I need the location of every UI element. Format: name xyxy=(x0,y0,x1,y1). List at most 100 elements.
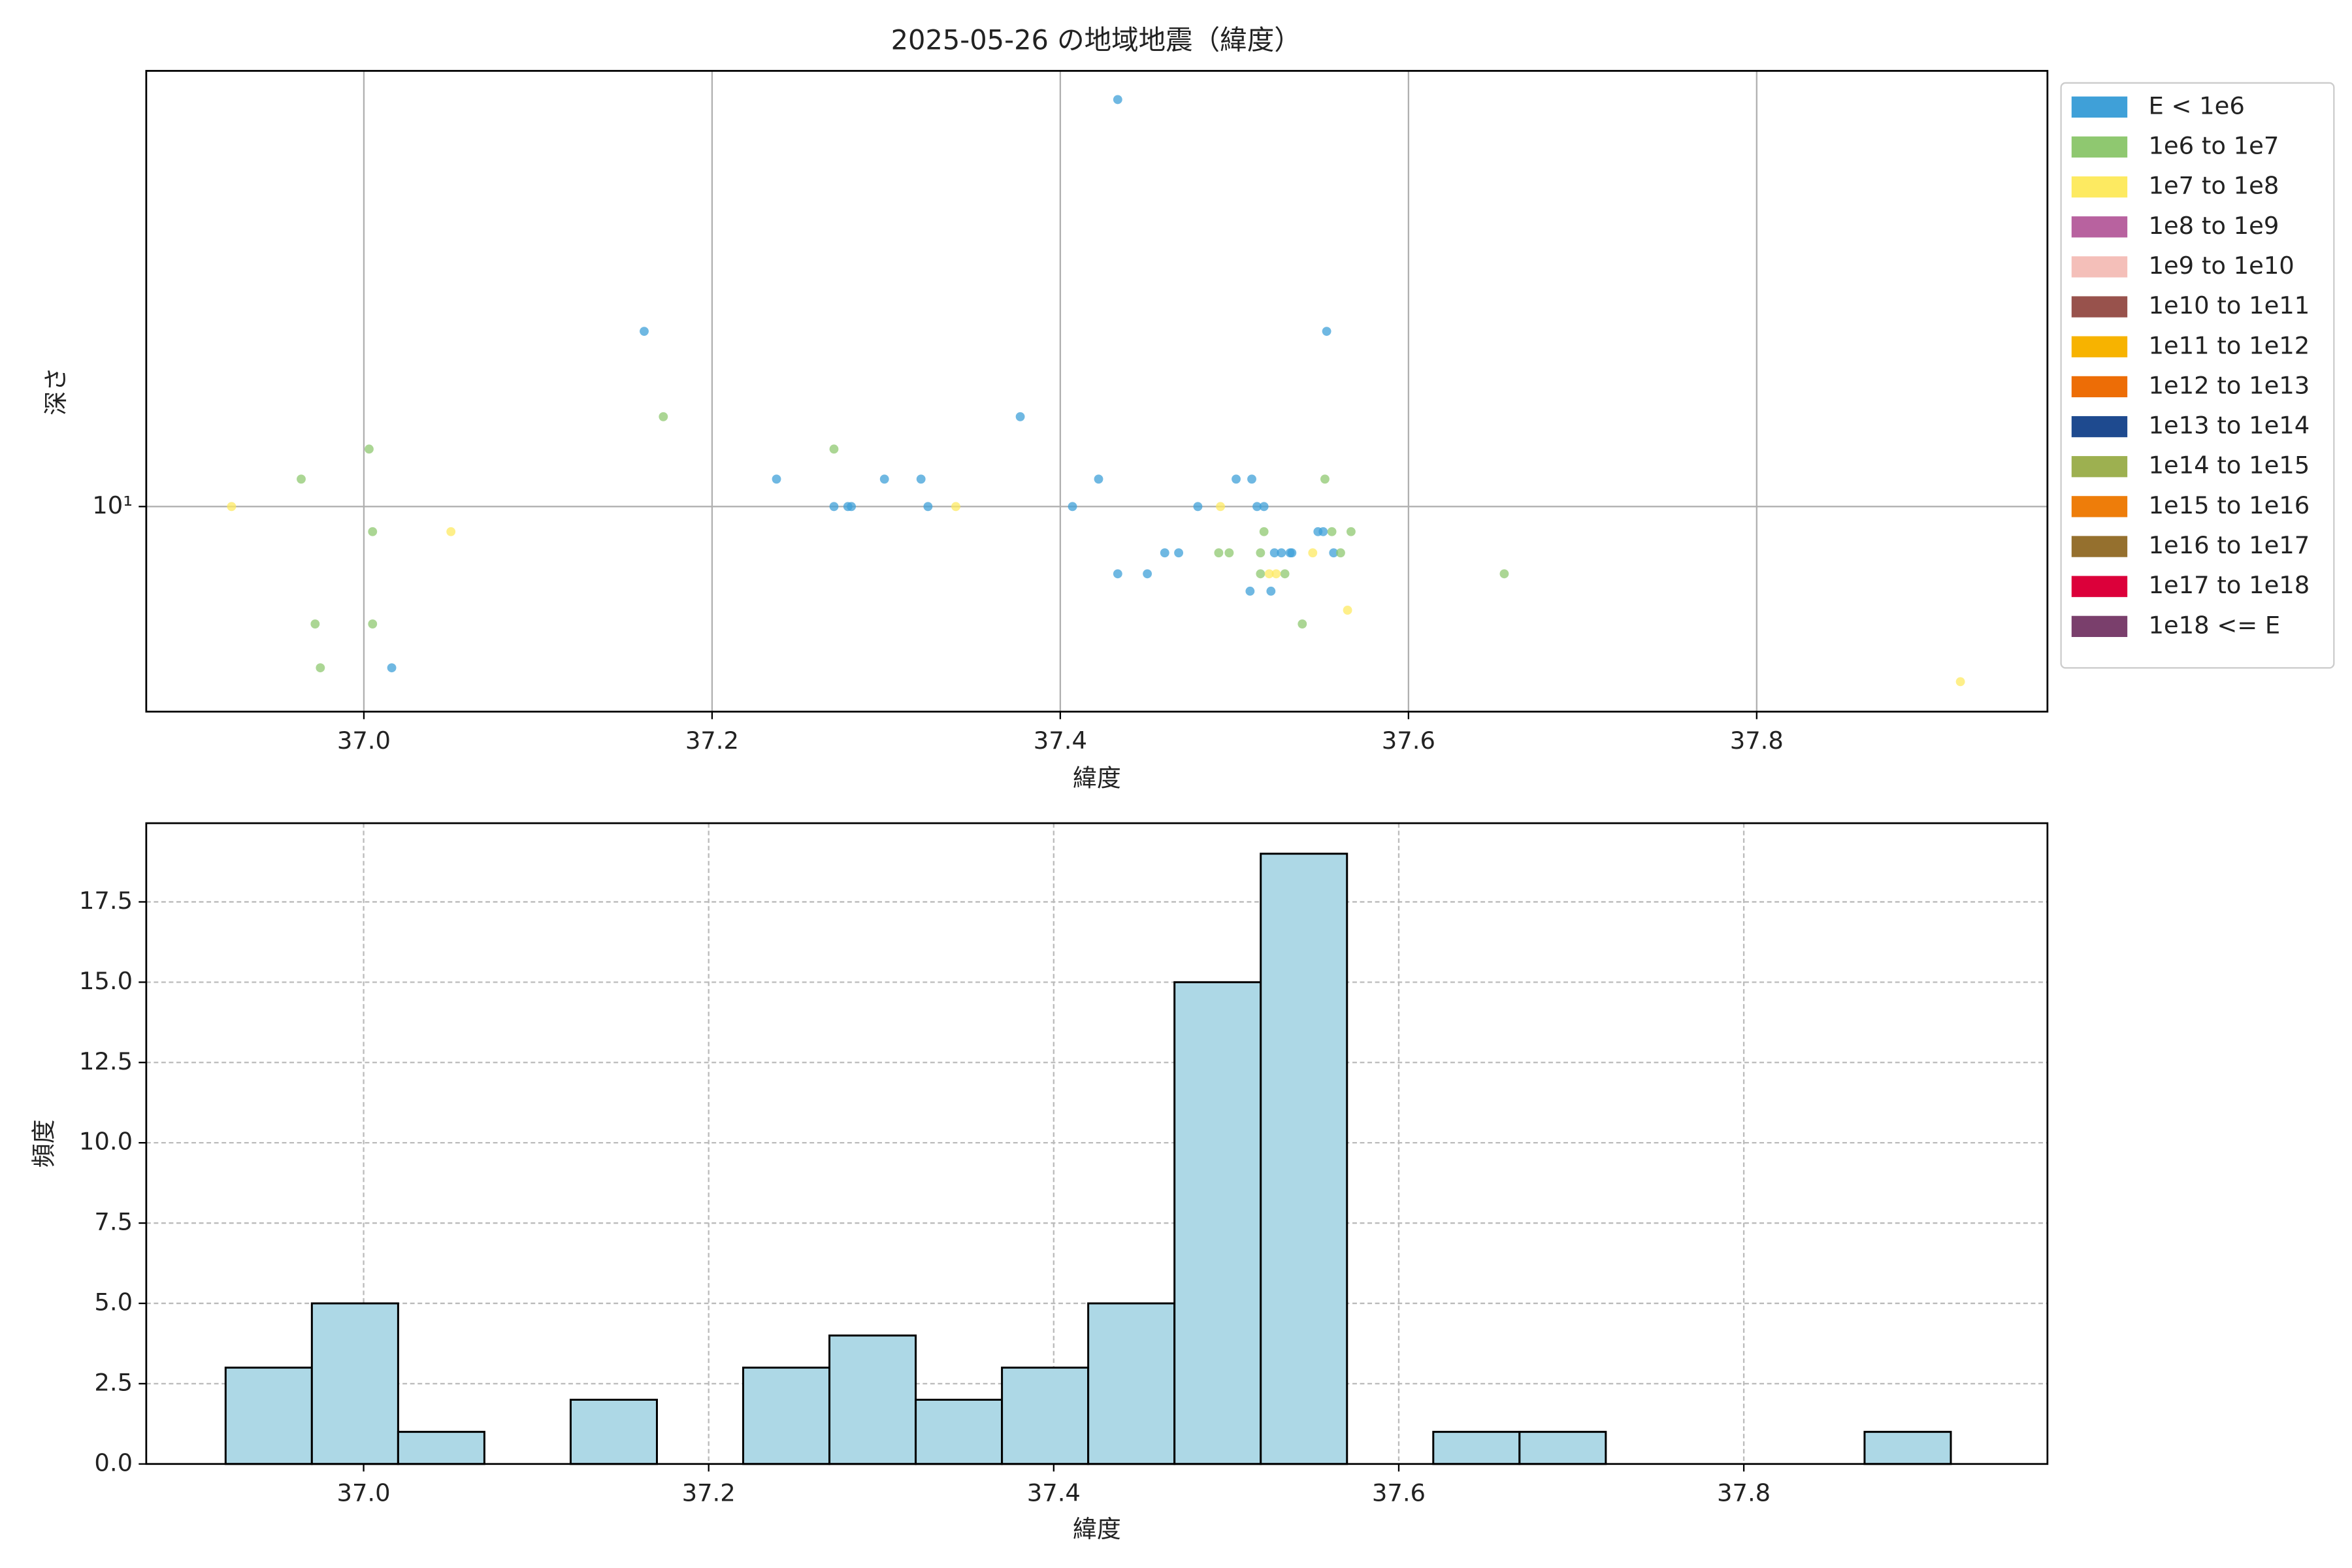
legend-swatch xyxy=(2071,136,2128,158)
histogram-bar xyxy=(397,1431,485,1465)
histogram-bar xyxy=(310,1302,399,1465)
scatter-point xyxy=(829,502,839,512)
x-tick-label: 37.6 xyxy=(1372,1478,1426,1507)
y-tick-label: 7.5 xyxy=(94,1208,133,1236)
scatter-point xyxy=(368,619,378,629)
legend-label: 1e12 to 1e13 xyxy=(2148,371,2310,399)
scatter-point xyxy=(923,502,933,512)
y-tick-label: 15.0 xyxy=(79,967,133,995)
legend-swatch xyxy=(2071,176,2128,198)
plot-frame xyxy=(145,822,2049,1465)
scatter-point xyxy=(316,663,325,673)
y-tick-label: 2.5 xyxy=(94,1368,133,1396)
y-axis-label: 頻度 xyxy=(30,1119,58,1168)
scatter-point xyxy=(1264,569,1274,579)
legend-label: 1e15 to 1e16 xyxy=(2148,491,2310,519)
scatter-point xyxy=(297,474,306,484)
scatter-point xyxy=(1308,548,1318,558)
histogram-bar xyxy=(1001,1366,1090,1465)
y-axis-label: 深さ xyxy=(42,367,70,416)
y-tick-label: 10.0 xyxy=(79,1128,133,1156)
legend-swatch xyxy=(2071,416,2128,438)
scatter-point xyxy=(1224,548,1234,558)
scatter-point xyxy=(1216,502,1225,512)
scatter-point xyxy=(1499,569,1509,579)
scatter-point xyxy=(446,527,456,536)
histogram-bar xyxy=(224,1366,313,1465)
legend-label: 1e14 to 1e15 xyxy=(2148,451,2310,480)
scatter-point xyxy=(640,327,649,336)
scatter-point xyxy=(1259,527,1269,536)
legend-label: 1e8 to 1e9 xyxy=(2148,212,2279,240)
legend-label: 1e7 to 1e8 xyxy=(2148,172,2279,200)
scatter-point xyxy=(1094,474,1103,484)
scatter-point xyxy=(916,474,926,484)
legend-label: 1e18 <= E xyxy=(2148,611,2280,639)
y-tick-label: 12.5 xyxy=(79,1047,133,1075)
x-tick-label: 37.0 xyxy=(336,1478,390,1507)
scatter-point xyxy=(365,444,374,454)
legend-label: 1e16 to 1e17 xyxy=(2148,531,2310,559)
scatter-point xyxy=(1269,548,1279,558)
scatter-point xyxy=(1280,569,1290,579)
scatter-point xyxy=(227,502,237,512)
legend-label: 1e6 to 1e7 xyxy=(2148,132,2279,160)
legend-swatch xyxy=(2071,96,2128,118)
scatter-point xyxy=(1113,95,1122,105)
y-tick-label: 10¹ xyxy=(92,491,133,519)
legend-swatch xyxy=(2071,256,2128,278)
histogram-bar xyxy=(1518,1431,1607,1465)
legend-swatch xyxy=(2071,296,2128,318)
scatter-point xyxy=(1322,327,1331,336)
x-axis-label: 緯度 xyxy=(1073,1515,1121,1543)
scatter-point xyxy=(1113,569,1122,579)
scatter-point xyxy=(1256,548,1266,558)
scatter-point xyxy=(1245,586,1255,596)
legend-swatch xyxy=(2071,216,2128,238)
scatter-point xyxy=(1068,502,1077,512)
scatter-point xyxy=(951,502,960,512)
legend-swatch xyxy=(2071,536,2128,557)
histogram-bar xyxy=(742,1366,831,1465)
x-tick-label: 37.8 xyxy=(1730,727,1784,755)
histogram-bar xyxy=(569,1398,658,1465)
legend-swatch xyxy=(2071,456,2128,478)
scatter-point xyxy=(1287,548,1297,558)
histogram-bar xyxy=(828,1334,917,1465)
scatter-point xyxy=(1266,586,1276,596)
scatter-point xyxy=(1336,548,1345,558)
legend-label: 1e17 to 1e18 xyxy=(2148,571,2310,599)
scatter-point xyxy=(1329,548,1339,558)
x-tick-label: 37.4 xyxy=(1027,1478,1081,1507)
legend-swatch xyxy=(2071,576,2128,597)
plot-frame xyxy=(145,70,2049,713)
scatter-point xyxy=(1259,502,1269,512)
scatter-point xyxy=(1232,474,1241,484)
scatter-point xyxy=(387,663,397,673)
scatter-point xyxy=(1346,527,1356,536)
scatter-point xyxy=(1256,569,1266,579)
scatter-point xyxy=(1252,502,1262,512)
x-tick-label: 37.6 xyxy=(1382,727,1435,755)
scatter-point xyxy=(1174,548,1184,558)
scatter-point xyxy=(659,412,668,421)
scatter-point xyxy=(310,619,320,629)
scatter-point xyxy=(1298,619,1307,629)
y-tick-label: 5.0 xyxy=(94,1288,133,1316)
scatter-point xyxy=(1343,606,1352,615)
histogram-bar xyxy=(915,1398,1004,1465)
scatter-point xyxy=(1193,502,1203,512)
scatter-point xyxy=(1955,677,1965,687)
x-tick-label: 37.8 xyxy=(1717,1478,1771,1507)
y-tick-label: 0.0 xyxy=(94,1448,133,1477)
chart-title: 2025-05-26 の地域地震（緯度） xyxy=(891,24,1301,56)
legend-label: 1e11 to 1e12 xyxy=(2148,331,2310,359)
scatter-point xyxy=(1015,412,1025,421)
histogram-bar xyxy=(1863,1431,1952,1465)
x-tick-label: 37.0 xyxy=(337,727,391,755)
x-tick-label: 37.4 xyxy=(1034,727,1087,755)
scatter-point xyxy=(1247,474,1256,484)
legend-label: 1e10 to 1e11 xyxy=(2148,291,2310,319)
histogram-bar xyxy=(1432,1431,1521,1465)
